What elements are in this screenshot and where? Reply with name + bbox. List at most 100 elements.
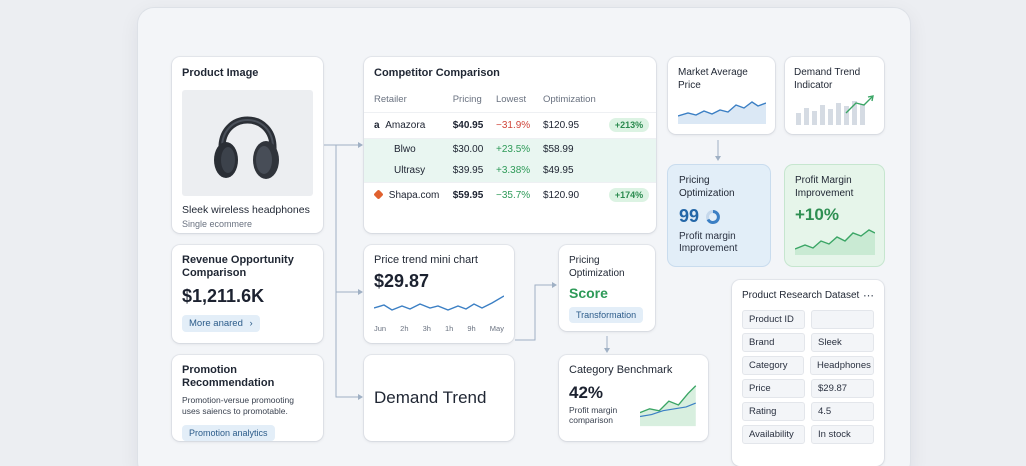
promotion-card[interactable]: Promotion Recommendation Promotion-versu… [172, 355, 323, 441]
headphones-icon [214, 116, 279, 179]
pricing-cell: $30.00 [452, 143, 484, 155]
profit-margin-title: Profit Margin Improvement [795, 175, 854, 199]
profit-sparkline [795, 229, 875, 255]
price-trend-xaxis: Jun 2h 3h 1h 9h May [374, 324, 504, 333]
market-average-title: Market Average Price [678, 67, 748, 91]
change-badge: +213% [608, 118, 650, 132]
optimization-cell: $58.99 [542, 143, 574, 155]
table-row[interactable]: Ultrasy $39.95 +3.38% $49.95 [364, 160, 656, 182]
x-tick: 9h [467, 324, 476, 333]
col-optimization: Optimization [542, 94, 596, 106]
table-row[interactable]: Blwo $30.00 +23.5% $58.99 [364, 138, 656, 160]
more-button[interactable]: More anared › [182, 315, 260, 332]
promotion-title: Promotion Recommendation [182, 364, 275, 389]
dataset-key: Brand [742, 333, 805, 352]
optimization-cell: $120.90 [542, 189, 580, 201]
pricing-optimization-card[interactable]: Pricing Optimization 99 Profit margin Im… [668, 165, 770, 266]
category-title: Category Benchmark [569, 364, 673, 376]
pricing-score-card[interactable]: Pricing Optimization Score Transformatio… [559, 245, 655, 331]
market-average-card[interactable]: Market Average Price [668, 57, 775, 134]
col-retailer: Retailer [374, 94, 407, 106]
table-row[interactable]: Shapa.com $59.95 −35.7% $120.90 +174% [364, 182, 656, 208]
dataset-key: Product ID [742, 310, 805, 329]
retailer-name: Amazora [385, 119, 426, 131]
dataset-key: Rating [742, 402, 805, 421]
x-tick: 1h [444, 324, 454, 333]
col-pricing: Pricing [452, 94, 482, 106]
dataset-value: $29.87 [811, 379, 874, 398]
category-benchmark-card[interactable]: Category Benchmark 42% Profit margin com… [559, 355, 708, 441]
lowest-cell: −35.7% [495, 189, 531, 201]
pricing-score-title: Pricing Optimization [569, 255, 625, 279]
product-name: Sleek wireless headphones [182, 204, 310, 216]
promotion-body: Promotion-versue promooting uses saiencs… [182, 395, 294, 416]
more-options-icon[interactable]: ⋯ [863, 290, 874, 302]
dataset-card[interactable]: Product Research Dataset ⋯ Product ID Br… [732, 280, 884, 466]
table-row[interactable]: a Amazora $40.95 −31.9% $120.95 +213% [364, 112, 656, 138]
pricing-cell: $59.95 [452, 189, 484, 201]
profit-margin-card[interactable]: Profit Margin Improvement +10% [785, 165, 884, 266]
dataset-table: Product ID Brand Sleek Category Headphon… [742, 310, 874, 444]
price-trend-card[interactable]: Price trend mini chart $29.87 Jun 2h 3h … [364, 245, 514, 343]
dataset-value: In stock [811, 425, 874, 444]
lowest-cell: +3.38% [495, 165, 531, 177]
pricing-optimization-title: Pricing Optimization [679, 175, 735, 199]
x-tick: Jun [374, 324, 387, 333]
price-trend-chart [374, 295, 504, 311]
optimization-cell: $120.95 [542, 119, 580, 131]
retailer-name: Shapa.com [388, 189, 440, 201]
trend-up-icon [845, 96, 873, 114]
transformation-button[interactable]: Transformation [569, 307, 644, 323]
product-photo [182, 90, 313, 196]
dataset-value: Sleek [811, 333, 874, 352]
demand-indicator-card[interactable]: Demand Trend Indicator [785, 57, 884, 134]
category-value: 42% [569, 383, 604, 402]
x-tick: May [489, 324, 504, 333]
lowest-cell: −31.9% [495, 119, 531, 131]
dataset-value: Headphones [810, 356, 874, 375]
score-ring-icon [706, 209, 721, 224]
chevron-right-icon: › [249, 318, 253, 329]
dataset-row: Rating 4.5 [742, 402, 874, 421]
dataset-value [811, 310, 874, 329]
retailer-name: Ultrasy [394, 165, 426, 177]
price-trend-value: $29.87 [374, 271, 430, 291]
promotion-analytics-button[interactable]: Promotion analytics [182, 425, 275, 441]
dataset-value: 4.5 [811, 402, 874, 421]
demand-indicator-title: Demand Trend Indicator [794, 67, 861, 91]
competitor-comparison-card[interactable]: Competitor Comparison Retailer Pricing L… [364, 57, 656, 233]
price-trend-title: Price trend mini chart [374, 254, 478, 266]
pricing-cell: $39.95 [452, 165, 484, 177]
profit-margin-value: +10% [795, 205, 839, 224]
demand-trend-title: Demand Trend [374, 388, 487, 407]
pricing-score-caption: Profit margin Improvement [679, 231, 738, 254]
competitor-title: Competitor Comparison [374, 67, 500, 79]
dataset-key: Category [742, 356, 804, 375]
amazora-logo-icon: a [374, 119, 380, 131]
demand-bars [796, 95, 874, 125]
dataset-row: Brand Sleek [742, 333, 874, 352]
col-lowest: Lowest [495, 94, 527, 106]
dataset-row: Price $29.87 [742, 379, 874, 398]
dataset-row: Product ID [742, 310, 874, 329]
change-badge: +174% [608, 188, 650, 203]
competitor-table: Retailer Pricing Lowest Optimization a A… [364, 88, 656, 208]
demand-trend-card[interactable]: Demand Trend [364, 355, 514, 441]
pricing-cell: $40.95 [452, 119, 484, 131]
lowest-cell: +23.5% [495, 143, 531, 155]
market-sparkline [678, 101, 766, 124]
x-tick: 3h [422, 324, 431, 333]
dataset-row: Category Headphones [742, 356, 874, 375]
revenue-value: $1,211.6K [182, 286, 265, 306]
revenue-opportunity-card[interactable]: Revenue Opportunity Comparison $1,211.6K… [172, 245, 323, 343]
pricing-score-label: Score [569, 285, 608, 301]
product-image-card[interactable]: Product Image Sleek wireless headphones … [172, 57, 323, 233]
more-button-label: More anared [189, 318, 243, 329]
revenue-title: Revenue Opportunity Comparison [182, 254, 294, 279]
category-chart [640, 385, 697, 427]
optimization-cell: $49.95 [542, 165, 574, 177]
dataset-key: Availability [742, 425, 805, 444]
dataset-key: Price [742, 379, 805, 398]
product-subtitle: Single ecommere [182, 219, 253, 229]
x-tick: 2h [400, 324, 409, 333]
